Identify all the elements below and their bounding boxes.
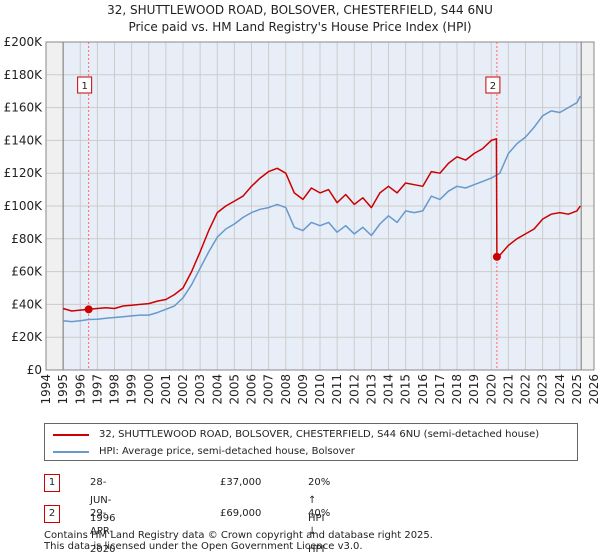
sale-point (84, 305, 93, 314)
y-tick-label: £60K (11, 265, 43, 279)
y-tick-label: £140K (4, 133, 44, 147)
x-tick-label: 2025 (570, 374, 584, 405)
x-tick-label: 2014 (382, 374, 396, 405)
transaction-date: 29-APR-2020 (90, 508, 116, 555)
y-tick-label: £180K (4, 68, 44, 82)
title-line-2: Price paid vs. HM Land Registry's House … (128, 20, 472, 34)
x-tick-label: 2020 (484, 374, 498, 405)
x-tick-label: 2016 (416, 374, 430, 405)
x-tick-label: 1996 (73, 374, 87, 405)
footer-attribution: Contains HM Land Registry data © Crown c… (44, 530, 433, 552)
transaction-number-badge: 2 (44, 505, 60, 523)
transaction-date: 28-JUN-1996 (90, 477, 116, 524)
x-tick-label: 2011 (330, 374, 344, 405)
hpi-line (63, 95, 581, 323)
x-tick-label: 2010 (313, 374, 327, 405)
y-tick-label: £80K (11, 232, 43, 246)
x-tick-label: 2021 (501, 374, 515, 405)
legend-swatch-property (53, 434, 89, 436)
x-tick-label: 2000 (142, 374, 156, 405)
title-line-1: 32, SHUTTLEWOOD ROAD, BOLSOVER, CHESTERF… (107, 3, 493, 17)
x-tick-label: 2024 (553, 374, 567, 405)
y-tick-label: £40K (11, 297, 43, 311)
plot-frame (45, 41, 595, 371)
sale-point (492, 252, 501, 261)
x-tick-label: 2015 (399, 374, 413, 405)
legend-label-property: 32, SHUTTLEWOOD ROAD, BOLSOVER, CHESTERF… (99, 429, 540, 440)
x-tick-label: 2023 (536, 374, 550, 405)
x-tick-label: 1999 (125, 374, 139, 405)
legend: 32, SHUTTLEWOOD ROAD, BOLSOVER, CHESTERF… (44, 423, 578, 461)
legend-swatch-hpi (53, 451, 89, 453)
transaction-label-box (485, 76, 501, 94)
transaction-label-box (77, 76, 93, 94)
chart-title: 32, SHUTTLEWOOD ROAD, BOLSOVER, CHESTERF… (0, 2, 600, 36)
x-tick-label: 2019 (467, 374, 481, 405)
x-tick-label: 2005 (227, 374, 241, 405)
transaction-price: £69,000 (220, 508, 262, 519)
x-tick-label: 2002 (176, 374, 190, 405)
x-tick-label: 2013 (364, 374, 378, 405)
x-tick-label: 1998 (108, 374, 122, 405)
transaction-label-text: 1 (81, 81, 87, 92)
transaction-number-badge: 1 (44, 474, 60, 492)
x-tick-label: 2009 (296, 374, 310, 405)
footer-line-2: This data is licensed under the Open Gov… (44, 541, 363, 552)
x-tick-label: 2001 (159, 374, 173, 405)
transaction-hpi-change: 40% ↓ HPI (308, 508, 331, 555)
x-tick-label: 1995 (56, 374, 70, 405)
x-tick-label: 2004 (210, 374, 224, 405)
x-tick-label: 1997 (90, 374, 104, 405)
x-tick-label: 2006 (245, 374, 259, 405)
x-tick-label: 2018 (450, 374, 464, 405)
transaction-label-text: 2 (490, 81, 496, 92)
y-tick-label: £0 (27, 363, 42, 377)
y-tick-label: £20K (11, 330, 43, 344)
x-tick-label: 2017 (433, 374, 447, 405)
legend-label-hpi: HPI: Average price, semi-detached house,… (99, 446, 355, 457)
transaction-price: £37,000 (220, 477, 262, 488)
y-tick-label: £200K (4, 35, 44, 49)
footer-line-1: Contains HM Land Registry data © Crown c… (44, 530, 433, 541)
x-tick-label: 2003 (193, 374, 207, 405)
y-tick-label: £120K (4, 166, 44, 180)
x-tick-label: 2008 (279, 374, 293, 405)
y-tick-label: £100K (4, 199, 44, 213)
x-tick-label: 2007 (262, 374, 276, 405)
y-tick-label: £160K (4, 101, 44, 115)
x-tick-label: 2026 (587, 374, 600, 405)
transaction-hpi-change: 20% ↑ HPI (308, 477, 331, 524)
x-tick-label: 2022 (519, 374, 533, 405)
price-chart: 1 2 £0 £20K £40K £60K £80K £100K £120K £140K £160… (4, 35, 600, 405)
x-tick-label: 1994 (39, 374, 53, 405)
x-tick-label: 2012 (347, 374, 361, 405)
